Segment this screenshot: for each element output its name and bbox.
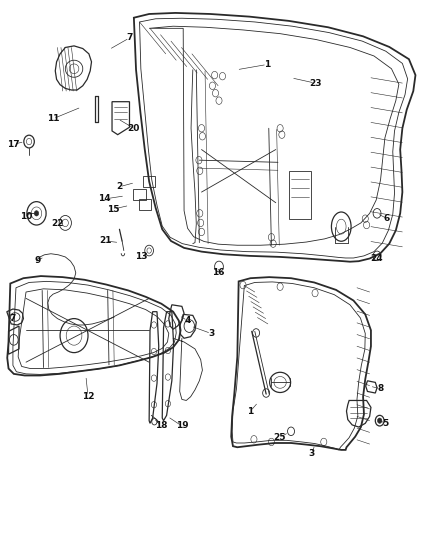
Text: 21: 21: [99, 237, 112, 246]
Text: 9: 9: [35, 256, 41, 264]
Text: 12: 12: [82, 392, 94, 401]
Text: 10: 10: [20, 212, 32, 221]
Text: 18: 18: [155, 422, 168, 431]
Text: 13: 13: [135, 253, 148, 261]
Circle shape: [378, 418, 382, 423]
Text: 7: 7: [10, 314, 16, 323]
Text: 5: 5: [383, 419, 389, 428]
Text: 7: 7: [126, 34, 133, 43]
Text: 16: 16: [212, 269, 224, 277]
Text: 4: 4: [184, 316, 191, 325]
Text: 3: 3: [208, 329, 214, 338]
Circle shape: [34, 211, 39, 216]
Text: 17: 17: [7, 140, 20, 149]
Text: 3: 3: [308, 449, 314, 458]
Text: 23: 23: [309, 78, 321, 87]
Text: 11: 11: [47, 114, 59, 123]
Text: 6: 6: [384, 214, 390, 223]
Text: 1: 1: [264, 60, 270, 69]
Text: 20: 20: [127, 124, 140, 133]
Text: 22: 22: [51, 220, 64, 229]
Text: 15: 15: [107, 205, 120, 214]
Text: 2: 2: [117, 182, 123, 191]
Text: 1: 1: [247, 407, 254, 416]
Text: 8: 8: [378, 384, 384, 393]
Text: 19: 19: [176, 422, 188, 431]
Text: 14: 14: [98, 195, 111, 204]
Text: 25: 25: [273, 433, 286, 442]
Text: 24: 24: [370, 254, 382, 263]
